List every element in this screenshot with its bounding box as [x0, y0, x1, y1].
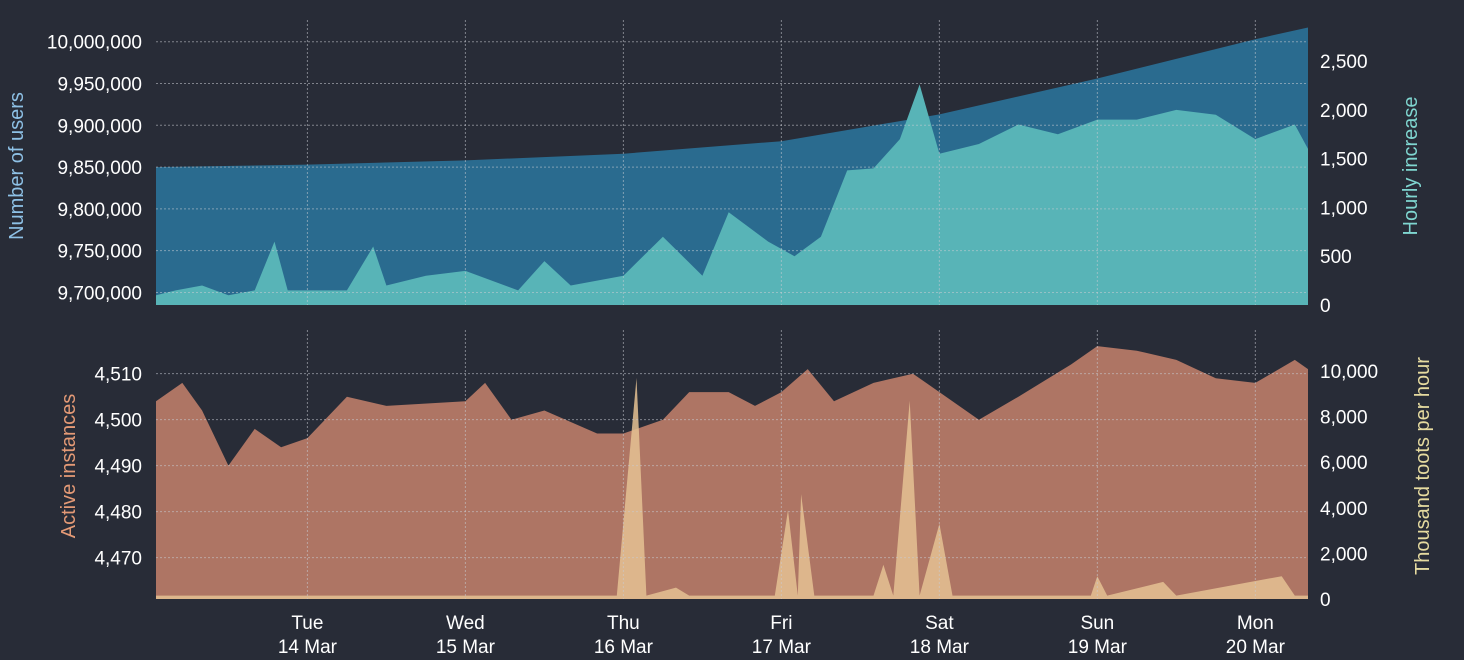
hourly-y-ticks: 0 500 1,000 1,500 2,000 2,500	[1320, 52, 1368, 317]
y2-tick-label: 4,000	[1320, 499, 1368, 520]
y2-tick-label: 500	[1320, 247, 1352, 268]
y-tick-label: 9,800,000	[57, 200, 142, 221]
x-tick-weekday: Mon	[1237, 613, 1274, 634]
y-tick-label: 9,950,000	[57, 75, 142, 96]
x-tick-date: 14 Mar	[278, 637, 338, 658]
x-tick-weekday: Wed	[446, 613, 485, 634]
x-tick-weekday: Sun	[1080, 613, 1114, 634]
instances-axis-title: Active instances	[58, 394, 80, 539]
x-tick-date: 15 Mar	[436, 637, 496, 658]
x-tick-weekday: Thu	[607, 613, 640, 634]
hourly-axis-title: Hourly increase	[1400, 97, 1422, 236]
y2-tick-label: 2,000	[1320, 544, 1368, 565]
y-tick-label: 4,470	[94, 549, 142, 570]
x-tick-date: 16 Mar	[594, 637, 654, 658]
y-tick-label: 4,490	[94, 457, 142, 478]
x-tick-weekday: Fri	[770, 613, 792, 634]
users-gridlines	[156, 20, 1308, 305]
toots-y-ticks: 0 2,000 4,000 6,000 8,000 10,000	[1320, 362, 1378, 611]
x-tick-date: 17 Mar	[752, 637, 812, 658]
instances-panel: 4,470 4,480 4,490 4,500 4,510 0 2,000 4,000 6,0…	[58, 330, 1434, 611]
users-y-ticks: 9,700,000 9,750,000 9,800,000 9,850,000 9,90…	[47, 33, 142, 305]
y-tick-label: 9,700,000	[57, 283, 142, 304]
x-tick-date: 18 Mar	[910, 637, 970, 658]
y2-tick-label: 1,500	[1320, 150, 1368, 171]
y-tick-label: 4,480	[94, 503, 142, 524]
y-tick-label: 4,500	[94, 411, 142, 432]
y-tick-label: 9,900,000	[57, 116, 142, 137]
hourly-increase-area	[156, 84, 1308, 305]
active-instances-area	[156, 346, 1308, 599]
x-tick-weekday: Sat	[925, 613, 954, 634]
x-tick-date: 20 Mar	[1226, 637, 1286, 658]
y-tick-label: 10,000,000	[47, 33, 142, 54]
y-tick-label: 9,850,000	[57, 158, 142, 179]
y2-tick-label: 8,000	[1320, 408, 1368, 429]
y-tick-label: 4,510	[94, 365, 142, 386]
y2-tick-label: 10,000	[1320, 362, 1378, 383]
y2-tick-label: 2,500	[1320, 52, 1368, 73]
x-tick-date: 19 Mar	[1068, 637, 1128, 658]
users-panel: 9,700,000 9,750,000 9,800,000 9,850,000 9,90…	[6, 20, 1422, 317]
instances-y-ticks: 4,470 4,480 4,490 4,500 4,510	[94, 365, 142, 570]
users-axis-title: Number of users	[6, 92, 28, 240]
toots-axis-title: Thousand toots per hour	[1412, 357, 1434, 575]
y2-tick-label: 2,000	[1320, 101, 1368, 122]
y2-tick-label: 0	[1320, 590, 1331, 611]
y2-tick-label: 6,000	[1320, 453, 1368, 474]
y2-tick-label: 0	[1320, 296, 1331, 317]
instances-gridlines	[156, 330, 1308, 599]
y-tick-label: 9,750,000	[57, 242, 142, 263]
x-axis-date-ticks: Tue 14 Mar Wed 15 Mar Thu 16 Mar Fri 17 Mar Sat 1…	[278, 613, 1286, 658]
y2-tick-label: 1,000	[1320, 198, 1368, 219]
x-tick-weekday: Tue	[291, 613, 323, 634]
